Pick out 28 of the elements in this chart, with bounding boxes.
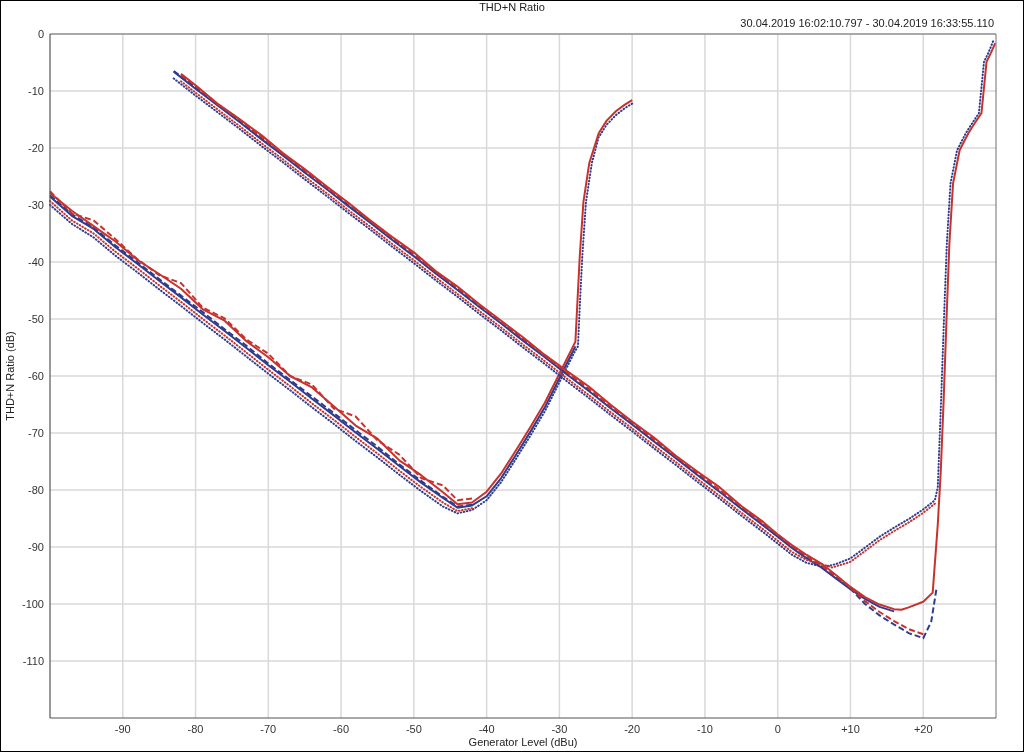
- x-tick-label: -10: [696, 723, 713, 735]
- y-tick-label: -70: [28, 426, 44, 439]
- x-tick-label: +10: [841, 723, 860, 735]
- x-tick-label: -60: [333, 723, 350, 735]
- x-tick-label: 0: [774, 723, 781, 735]
- x-tick-label: +20: [913, 723, 933, 735]
- y-axis-title: THD+N Ratio (dB): [4, 331, 16, 421]
- y-tick-label: -20: [28, 141, 44, 154]
- x-tick-label: -90: [114, 723, 131, 735]
- y-tick-label: -110: [22, 654, 44, 667]
- x-tick-label: -80: [187, 723, 204, 735]
- y-tick-label: -100: [21, 597, 44, 610]
- y-tick-label: -40: [28, 255, 44, 268]
- y-tick-label: 0: [37, 27, 44, 40]
- x-tick-label: -40: [478, 723, 495, 735]
- x-tick-label: -50: [405, 723, 422, 735]
- chart-title: THD+N Ratio: [479, 1, 545, 13]
- y-tick-label: -90: [28, 540, 44, 553]
- x-tick-label: -20: [624, 723, 641, 735]
- x-tick-label: -30: [551, 723, 568, 735]
- y-tick-label: -80: [28, 483, 44, 496]
- y-tick-label: -30: [28, 198, 44, 211]
- y-tick-label: -60: [28, 369, 44, 382]
- x-tick-label: -70: [260, 723, 277, 735]
- y-tick-label: -10: [28, 84, 44, 97]
- y-tick-label: -50: [28, 312, 44, 325]
- chart-subtitle: 30.04.2019 16:02:10.797 - 30.04.2019 16:33:55.110: [740, 17, 994, 29]
- x-axis-title: Generator Level (dBu): [468, 736, 578, 748]
